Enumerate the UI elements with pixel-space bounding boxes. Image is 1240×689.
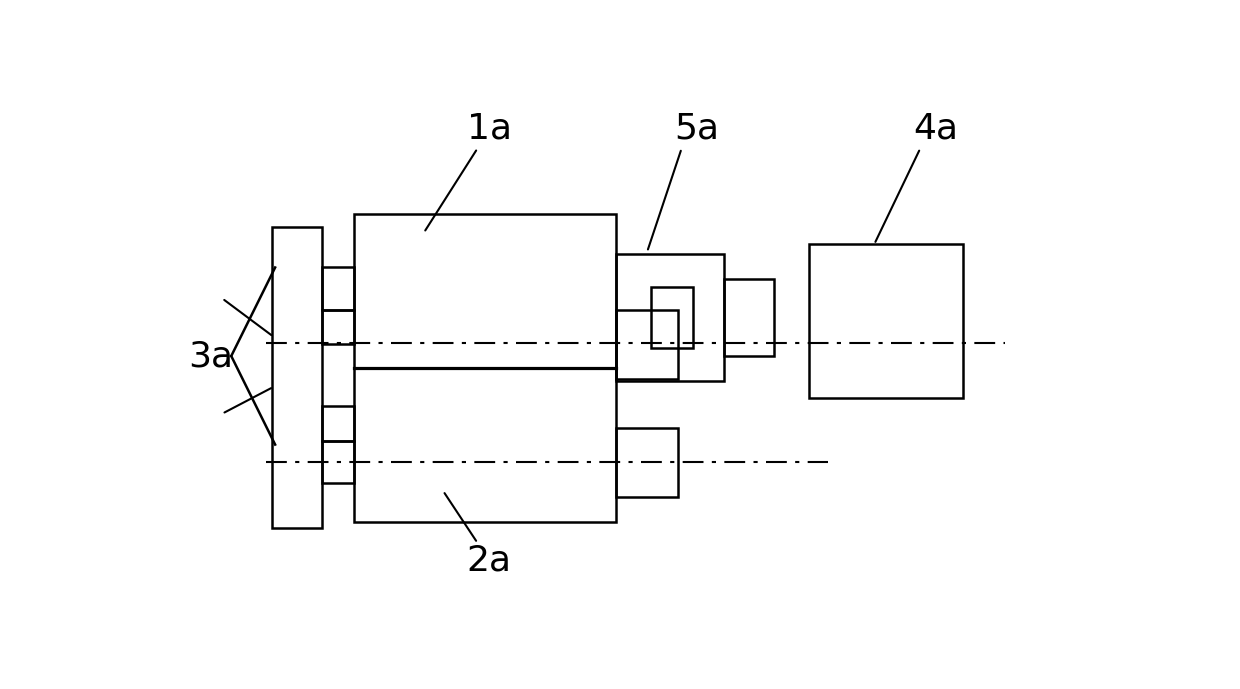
Bar: [616, 254, 724, 380]
Text: 4a: 4a: [914, 112, 959, 146]
Text: 1a: 1a: [466, 112, 512, 146]
Bar: [322, 267, 355, 310]
Bar: [724, 279, 774, 356]
Text: 5a: 5a: [675, 112, 719, 146]
Bar: [808, 245, 962, 398]
Text: 3a: 3a: [188, 339, 233, 373]
Bar: [651, 287, 693, 349]
Bar: [272, 227, 322, 528]
Bar: [616, 428, 678, 497]
Bar: [322, 441, 355, 483]
Bar: [355, 214, 616, 522]
Bar: [322, 406, 355, 441]
Text: 2a: 2a: [466, 543, 512, 577]
Bar: [616, 310, 678, 379]
Bar: [322, 310, 355, 344]
